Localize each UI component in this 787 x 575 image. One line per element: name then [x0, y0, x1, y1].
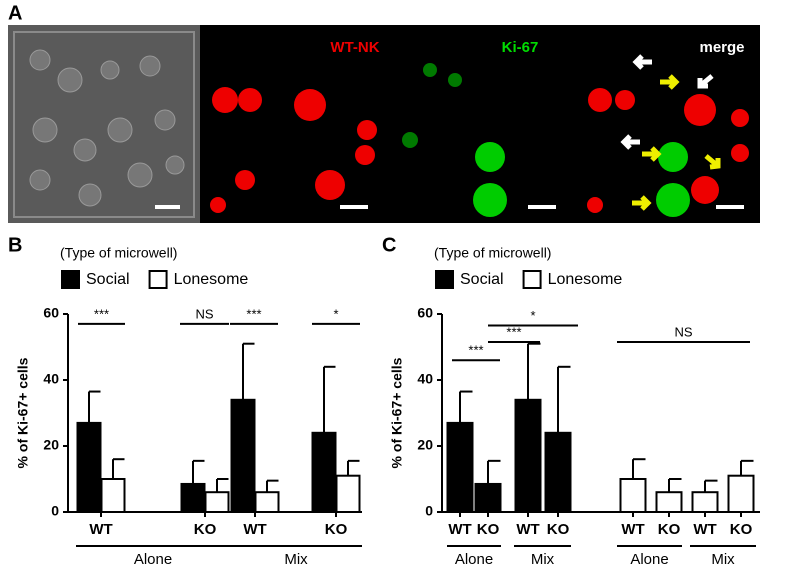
y-tick-label: 20 — [43, 437, 59, 453]
x-tick-label: KO — [325, 521, 348, 538]
group-label: Alone — [630, 551, 668, 568]
significance-label: * — [530, 308, 535, 323]
x-tick-label: KO — [547, 521, 570, 538]
bar — [727, 474, 755, 514]
group-label: Mix — [531, 551, 555, 568]
bar — [691, 491, 719, 514]
y-tick-label: 0 — [51, 503, 59, 519]
bar — [254, 491, 280, 514]
x-tick-label: KO — [477, 521, 500, 538]
x-tick-label: KO — [194, 521, 217, 538]
bar — [180, 482, 206, 514]
group-label: Alone — [134, 551, 172, 568]
x-tick-label: WT — [693, 521, 716, 538]
y-tick-label: 40 — [43, 371, 59, 387]
bar — [514, 398, 542, 513]
significance-label: NS — [674, 324, 692, 339]
group-label: Alone — [455, 551, 493, 568]
y-tick-label: 40 — [417, 371, 433, 387]
significance-label: *** — [506, 324, 521, 339]
significance-label: *** — [94, 306, 109, 321]
x-tick-label: KO — [658, 521, 681, 538]
y-tick-label: 0 — [425, 503, 433, 519]
significance-label: *** — [468, 343, 483, 358]
y-axis-label: % of Ki-67+ cells — [15, 357, 31, 468]
bar — [311, 431, 337, 513]
bar — [474, 482, 502, 514]
significance-label: *** — [246, 306, 261, 321]
x-tick-label: WT — [448, 521, 471, 538]
legend-label: Lonesome — [548, 271, 623, 288]
x-tick-label: KO — [730, 521, 753, 538]
bar — [76, 421, 102, 513]
legend-label: Social — [460, 271, 504, 288]
x-tick-label: WT — [243, 521, 266, 538]
channel-label: merge — [699, 39, 744, 56]
legend-title: (Type of microwell) — [434, 245, 551, 261]
microscopy: WT-NK Ki-67 merge — [8, 25, 760, 223]
bar — [230, 398, 256, 513]
channel-label: Ki-67 — [502, 39, 539, 56]
bar — [100, 478, 126, 513]
x-tick-label: WT — [516, 521, 539, 538]
bar — [544, 431, 572, 513]
bar — [619, 478, 647, 513]
bar — [446, 421, 474, 513]
legend-swatch — [61, 270, 80, 289]
group-label: Mix — [711, 551, 735, 568]
legend-swatch — [522, 270, 542, 289]
bar — [335, 474, 361, 514]
legend-label: Social — [86, 271, 130, 288]
y-axis-label: % of Ki-67+ cells — [389, 357, 405, 468]
y-tick-label: 60 — [43, 305, 59, 321]
legend-title: (Type of microwell) — [60, 245, 177, 261]
bar — [204, 491, 230, 514]
y-tick-label: 20 — [417, 437, 433, 453]
group-label: Mix — [284, 551, 308, 568]
x-tick-label: WT — [621, 521, 644, 538]
channel-label: WT-NK — [330, 39, 379, 56]
panel-label: B — [8, 234, 22, 256]
significance-label: * — [333, 306, 338, 321]
panel-label: C — [382, 234, 396, 256]
y-tick-label: 60 — [417, 305, 433, 321]
legend-swatch — [435, 270, 454, 289]
x-tick-label: WT — [89, 521, 112, 538]
panel-label: A — [8, 2, 22, 24]
legend-swatch — [148, 270, 168, 289]
legend-label: Lonesome — [174, 271, 249, 288]
bar — [655, 491, 683, 514]
significance-label: NS — [195, 306, 213, 321]
